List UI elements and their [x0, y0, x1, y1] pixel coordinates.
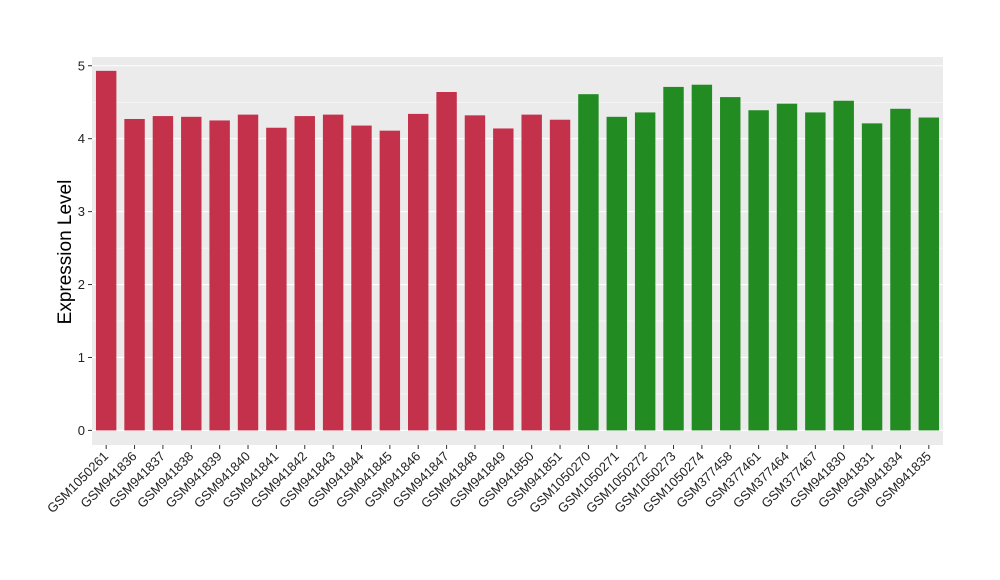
plot-panel [92, 57, 943, 445]
bar-GSM941831 [861, 123, 883, 431]
x-axis: GSM1050261GSM941836GSM941837GSM941838GSM… [44, 445, 934, 516]
bar-GSM1050261 [95, 70, 117, 431]
y-tick-label: 5 [78, 58, 85, 73]
bar-GSM941839 [209, 120, 230, 431]
y-axis: 0 1 2 3 4 5 [78, 58, 92, 438]
bar-GSM941838 [181, 116, 202, 431]
bar-GSM377467 [805, 112, 826, 431]
bar-GSM377464 [776, 103, 798, 431]
bar-GSM941849 [493, 128, 514, 431]
bar-GSM941843 [322, 114, 344, 431]
bar-GSM941848 [464, 115, 486, 431]
bar-GSM941835 [918, 117, 940, 431]
bar-GSM941846 [408, 113, 429, 431]
bar-GSM941845 [379, 130, 401, 431]
y-axis-title: Expression Level [55, 180, 76, 325]
y-tick-label: 1 [78, 350, 85, 365]
y-tick-label: 2 [78, 277, 85, 292]
y-tick-label: 4 [78, 131, 85, 146]
bar-GSM941844 [351, 125, 372, 431]
bar-GSM941842 [294, 116, 315, 431]
bar-GSM1050273 [663, 86, 684, 431]
bar-GSM1050274 [691, 84, 713, 431]
bars [95, 70, 940, 431]
bar-GSM377458 [720, 97, 741, 431]
bar-GSM941834 [890, 108, 911, 431]
bar-GSM941836 [124, 118, 145, 431]
bar-GSM941847 [436, 92, 457, 431]
bar-GSM941830 [833, 100, 854, 431]
y-tick-label: 3 [78, 204, 85, 219]
grid-lines [92, 65, 943, 431]
bar-GSM941851 [549, 119, 571, 431]
bar-GSM941840 [237, 114, 259, 431]
bar-GSM1050271 [606, 116, 627, 431]
bar-GSM941837 [152, 116, 174, 431]
bar-GSM1050272 [634, 112, 656, 431]
y-tick-label: 0 [78, 423, 85, 438]
bar-GSM941841 [266, 127, 287, 431]
bar-GSM377461 [748, 110, 769, 431]
bar-GSM1050270 [578, 94, 599, 431]
bar-GSM941850 [521, 114, 542, 431]
